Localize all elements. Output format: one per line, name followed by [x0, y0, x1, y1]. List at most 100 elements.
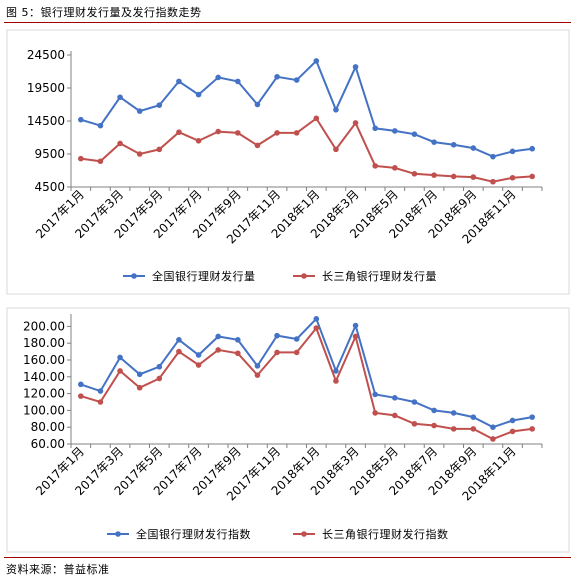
chart1-series-1-point: [529, 173, 535, 180]
chart2-y-tick-label: 180.00: [23, 336, 65, 350]
chart1-series-1-point: [392, 165, 398, 171]
chart2-series-0-point: [392, 395, 398, 401]
chart1-series-0-point: [215, 74, 221, 81]
chart2-series-0-point: [136, 371, 143, 378]
chart2-series-1-point: [97, 399, 104, 405]
chart1-series-0-point: [431, 139, 437, 145]
chart2-series-0-point: [490, 424, 496, 431]
chart1-y-tick-label: 14500: [27, 114, 65, 128]
chart1-legend-marker-0: [131, 273, 137, 279]
chart1-series-0-point: [254, 101, 261, 108]
chart2-series-0-point: [156, 363, 163, 370]
chart1-series-0-point: [235, 78, 241, 85]
chart1-series-0-point: [372, 125, 378, 132]
chart1-series-0-point: [392, 128, 398, 134]
chart1-series-1-point: [450, 173, 457, 180]
chart2-y-tick-label: 200.00: [23, 319, 65, 333]
chart2-series-1-point: [78, 393, 84, 399]
bottom-rule: [4, 557, 571, 558]
chart2-series-1-point: [509, 428, 516, 435]
chart2-series-1-point: [293, 349, 300, 356]
chart1-series-1-point: [156, 146, 163, 153]
chart2-series-0-point: [215, 333, 221, 340]
chart1-series-1-point: [97, 158, 104, 165]
chart1-series-1-point: [411, 171, 418, 177]
chart2-series-0-point: [117, 354, 123, 361]
chart2-series-1-point: [411, 421, 418, 427]
chart2-series-0-point: [509, 417, 516, 424]
chart2-series-0-point: [274, 332, 280, 339]
top-rule: [4, 22, 571, 23]
chart1-series-1-point: [176, 129, 182, 136]
chart1-y-tick-label: 4500: [34, 180, 65, 194]
chart1-series-0-point: [156, 102, 163, 108]
chart2-series-1-point: [195, 362, 202, 368]
chart2-series-1-point: [156, 375, 163, 382]
chart1-y-tick-label: 19500: [27, 81, 65, 95]
chart1-series-1-point: [274, 130, 280, 136]
chart1-series-1-point: [215, 128, 221, 135]
chart2-series-0-point: [78, 381, 84, 388]
chart2-legend-marker-1: [301, 531, 307, 537]
chart1-series-0-point: [176, 78, 182, 85]
chart2-y-tick-label: 160.00: [23, 353, 65, 367]
chart2-legend-label-0: 全国银行理财发行指数: [136, 527, 251, 541]
chart2-series-0-point: [333, 368, 339, 374]
chart1-series-0-point: [470, 145, 477, 151]
chart1-series-1-point: [313, 115, 320, 122]
chart2-frame: [6, 307, 570, 553]
chart2-legend-label-1: 长三角银行理财发行指数: [322, 527, 449, 541]
chart1-series-1-point: [136, 151, 143, 157]
chart2-series-0-point: [352, 322, 359, 329]
chart1-series-0-point: [529, 145, 535, 152]
chart2-series-0-point: [176, 337, 182, 343]
chart2-series-1-point: [392, 412, 398, 419]
chart2-series-1-point: [215, 347, 221, 353]
chart1-series-1-point: [431, 172, 437, 178]
chart1-series-1-point: [490, 178, 496, 185]
chart2-series-0-point: [431, 407, 437, 414]
chart1-series-1-point: [117, 140, 123, 147]
chart2-series-1-point: [235, 350, 241, 357]
chart1-line-chart: 450095001450019500245002017年1月2017年3月201…: [27, 48, 543, 283]
chart2-series-1-point: [352, 333, 359, 340]
chart1-series-1-point: [352, 120, 359, 126]
chart1-series-0-point: [97, 122, 104, 129]
chart2-series-0-point: [293, 336, 300, 342]
chart2-series-0-point: [235, 337, 241, 343]
chart1-frame: [6, 29, 570, 295]
chart2-series-0-point: [254, 363, 261, 369]
chart1-series-0-line: [80, 59, 533, 158]
chart2-series-1-point: [117, 368, 123, 374]
chart1-series-1-point: [470, 174, 477, 180]
chart1-series-0-point: [333, 106, 339, 113]
chart1-series-1-point: [195, 138, 202, 144]
chart1-series-0-point: [313, 58, 320, 64]
chart2-series-1-point: [450, 426, 457, 432]
chart1-series-0-point: [293, 77, 300, 83]
chart2-series-0-point: [529, 414, 535, 420]
chart2-series-0-line: [80, 316, 533, 429]
chart2-y-tick-label: 60.00: [31, 437, 65, 451]
chart1-series-1-point: [372, 163, 378, 169]
chart1-series-0-point: [117, 94, 123, 101]
chart2-y-tick-label: 100.00: [23, 403, 65, 417]
chart1-series-1-point: [333, 146, 339, 153]
chart2-series-0-point: [97, 388, 104, 394]
chart2-series-1-point: [313, 325, 320, 331]
chart2-series-0-point: [372, 391, 378, 398]
chart2-series-1-point: [470, 426, 477, 432]
source-note: 资料来源：普益标准: [6, 563, 110, 576]
chart2-series-0-point: [195, 352, 202, 358]
chart2-series-0-point: [450, 410, 457, 416]
chart2-series-1-point: [274, 349, 280, 356]
chart2-y-tick-label: 80.00: [31, 420, 65, 434]
chart1-series-0-point: [136, 108, 143, 114]
chart2-series-1-point: [136, 384, 143, 391]
chart2-series-1-point: [176, 348, 182, 355]
chart1-y-tick-label: 24500: [27, 48, 65, 62]
chart1-series-0-point: [411, 131, 418, 137]
chart2-series-0-point: [470, 414, 477, 420]
chart1-series-1-point: [509, 174, 516, 181]
